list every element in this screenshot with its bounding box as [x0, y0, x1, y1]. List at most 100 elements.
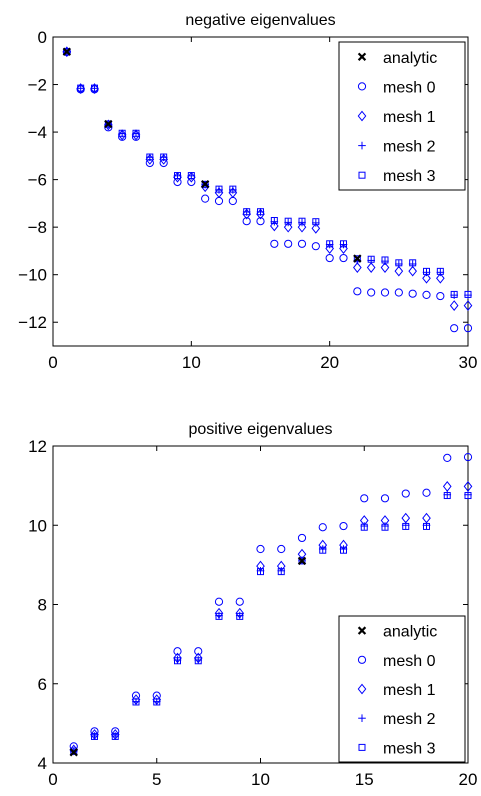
x-tick-label: 10: [251, 770, 270, 789]
data-point: [408, 289, 417, 298]
legend: analytic mesh 0 mesh 1 mesh 2 mesh 3: [338, 41, 466, 191]
data-point: [194, 647, 203, 656]
data-point: [297, 221, 307, 233]
legend-label: mesh 0: [383, 79, 436, 96]
data-point: [270, 216, 278, 224]
data-point: [77, 84, 85, 92]
data-point: [366, 262, 376, 273]
data-point: [256, 544, 265, 554]
data-point: [153, 698, 161, 706]
data-point: [111, 732, 119, 740]
data-point: [242, 208, 251, 220]
data-point: [422, 512, 431, 524]
series-mesh-3: [63, 48, 472, 298]
data-point: [360, 494, 369, 503]
data-point: [463, 452, 473, 462]
data-point: [360, 523, 368, 531]
y-tick-label: −12: [18, 313, 47, 332]
legend-marker: [357, 110, 367, 122]
data-point: [243, 208, 251, 216]
y-tick-label: 10: [28, 516, 47, 535]
legend-box: [338, 615, 466, 763]
data-point: [464, 290, 472, 298]
data-point: [215, 612, 223, 620]
data-point: [174, 172, 181, 180]
data-point: [132, 698, 140, 706]
data-point: [380, 262, 390, 273]
data-point: [256, 208, 265, 220]
data-point: [146, 153, 154, 161]
series-analytic: [62, 47, 362, 263]
data-point: [339, 253, 348, 263]
data-point: [380, 288, 390, 297]
legend-label: analytic: [383, 624, 437, 641]
data-point: [422, 290, 431, 299]
legend-label: analytic: [383, 50, 437, 67]
data-point: [214, 196, 224, 206]
series-mesh-3: [70, 492, 472, 755]
legend-label: mesh 1: [383, 682, 436, 699]
data-point: [277, 544, 286, 554]
data-point: [173, 647, 182, 656]
legend-marker: [357, 683, 367, 695]
data-point: [442, 481, 452, 492]
data-point: [423, 267, 430, 275]
data-point: [132, 129, 140, 137]
data-point: [408, 265, 417, 277]
y-tick-label: 12: [28, 437, 47, 456]
data-point: [76, 83, 85, 94]
data-point: [228, 196, 237, 206]
data-point: [449, 300, 459, 311]
x-tick-label: 5: [152, 770, 161, 789]
data-point: [145, 154, 155, 165]
data-point: [381, 256, 389, 264]
plot-1: negative eigenvalues 0 10 20 30 0 −2 −4 −6 −8 −10 −…: [18, 12, 477, 372]
data-point: [450, 290, 458, 298]
data-point: [318, 523, 327, 532]
data-point: [402, 522, 410, 530]
data-point: [174, 657, 181, 665]
data-point: [353, 287, 362, 296]
data-point: [326, 240, 334, 248]
legend-marker: [357, 626, 367, 635]
legend-marker: [358, 141, 366, 150]
legend-marker: [358, 743, 366, 751]
data-point: [353, 254, 362, 263]
data-point: [394, 288, 403, 297]
x-tick-label: 0: [48, 770, 57, 789]
x-tick-label: 15: [355, 770, 374, 789]
legend-label: mesh 3: [383, 740, 436, 757]
data-point: [340, 240, 347, 248]
data-point: [104, 119, 113, 131]
data-point: [257, 568, 264, 576]
data-point: [160, 153, 168, 161]
y-tick-label: −6: [28, 171, 47, 190]
x-tick-label: 20: [320, 353, 339, 372]
data-point: [70, 747, 78, 755]
data-point: [201, 180, 209, 188]
y-tick-label: −2: [28, 76, 47, 95]
legend-label: mesh 3: [383, 168, 436, 185]
data-point: [297, 239, 307, 248]
data-point: [394, 265, 404, 277]
data-point: [277, 568, 285, 576]
data-point: [214, 187, 224, 199]
data-point: [194, 657, 202, 665]
data-point: [229, 185, 237, 193]
data-point: [283, 221, 293, 233]
data-point: [104, 120, 112, 128]
data-point: [339, 521, 348, 531]
data-point: [409, 259, 417, 267]
legend-label: mesh 2: [383, 711, 436, 728]
data-point: [118, 129, 126, 137]
y-tick-label: 6: [38, 675, 47, 694]
data-point: [340, 546, 347, 554]
data-point: [422, 272, 431, 284]
data-point: [187, 172, 195, 180]
y-tick-label: −4: [28, 123, 47, 142]
data-point: [256, 217, 265, 226]
data-point: [464, 492, 472, 500]
data-point: [367, 288, 376, 297]
legend-label: mesh 1: [383, 109, 436, 126]
data-point: [228, 187, 238, 199]
